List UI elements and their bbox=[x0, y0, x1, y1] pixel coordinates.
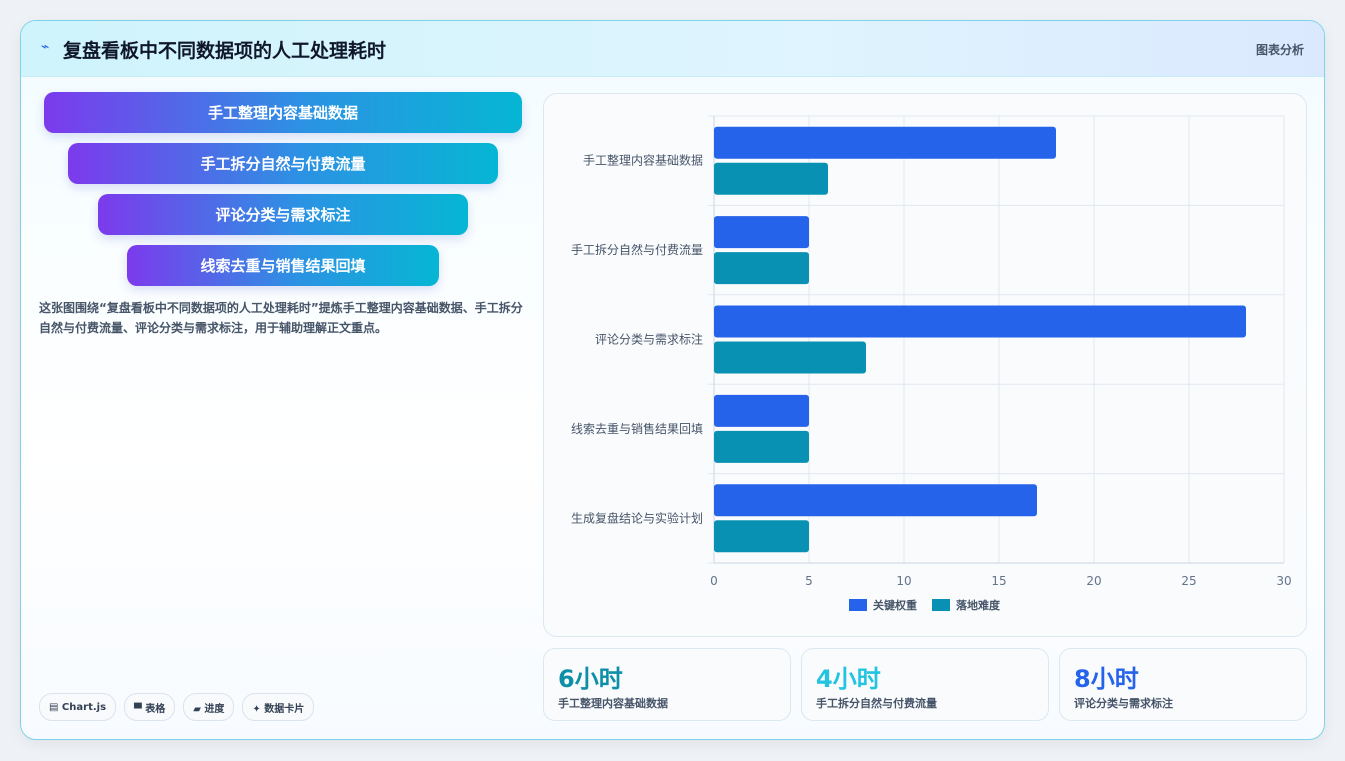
funnel-item-4: 线索去重与销售结果回填 bbox=[127, 245, 439, 286]
stat-card-1: 6小时 手工整理内容基础数据 bbox=[543, 648, 791, 721]
x-tick-label: 5 bbox=[805, 574, 813, 588]
feature-chips: ▤ Chart.js ▀ 表格 ▰ 进度 ✦ 数据卡片 bbox=[39, 693, 315, 721]
stat-value: 8小时 bbox=[1074, 665, 1139, 693]
y-tick-label: 评论分类与需求标注 bbox=[595, 332, 703, 347]
legend-swatch bbox=[932, 599, 950, 611]
stat-label: 评论分类与需求标注 bbox=[1074, 697, 1173, 710]
x-tick-label: 15 bbox=[991, 574, 1006, 588]
header: ⌁ 复盘看板中不同数据项的人工处理耗时 图表分析 bbox=[21, 21, 1324, 77]
x-tick-label: 10 bbox=[896, 574, 911, 588]
x-tick-label: 25 bbox=[1181, 574, 1196, 588]
bar-difficulty bbox=[714, 162, 828, 195]
line-chart-icon: ⌁ bbox=[41, 39, 50, 55]
bar-difficulty bbox=[714, 252, 809, 285]
legend-swatch bbox=[849, 599, 867, 611]
bar-weight bbox=[714, 394, 809, 427]
description-text: 这张图围绕“复盘看板中不同数据项的人工处理耗时”提炼手工整理内容基础数据、手工拆… bbox=[39, 301, 523, 335]
y-tick-label: 手工整理内容基础数据 bbox=[583, 153, 703, 168]
bar-chart: 0 5 10 15 20 25 30 手工整理内容基础数据手工拆分自然与付费流量评论分类与需求… bbox=[571, 115, 1292, 612]
chip-data-card[interactable]: ✦ 数据卡片 bbox=[242, 693, 315, 721]
y-tick-label: 线索去重与销售结果回填 bbox=[571, 421, 703, 436]
y-tick-label: 生成复盘结论与实验计划 bbox=[571, 510, 703, 525]
stat-card-2: 4小时 手工拆分自然与付费流量 bbox=[801, 648, 1049, 721]
bar-weight bbox=[714, 484, 1037, 517]
chart-analysis-tag: 图表分析 bbox=[1255, 43, 1304, 57]
stat-value: 6小时 bbox=[558, 665, 623, 693]
bar-difficulty bbox=[714, 341, 866, 374]
page-title: 复盘看板中不同数据项的人工处理耗时 bbox=[63, 40, 387, 62]
funnel-item-2: 手工拆分自然与付费流量 bbox=[68, 143, 498, 184]
stat-card-3: 8小时 评论分类与需求标注 bbox=[1059, 648, 1307, 721]
bar-difficulty bbox=[714, 520, 809, 553]
stat-label: 手工拆分自然与付费流量 bbox=[816, 697, 937, 710]
x-tick-label: 20 bbox=[1086, 574, 1101, 588]
stat-label: 手工整理内容基础数据 bbox=[558, 697, 668, 710]
bar-difficulty bbox=[714, 430, 809, 463]
bar-weight bbox=[714, 126, 1056, 159]
chip-progress[interactable]: ▰ 进度 bbox=[183, 693, 235, 721]
funnel-item-3: 评论分类与需求标注 bbox=[98, 194, 468, 235]
bar-weight bbox=[714, 305, 1246, 338]
chip-table[interactable]: ▀ 表格 bbox=[124, 693, 176, 721]
dashboard-card: ⌁ 复盘看板中不同数据项的人工处理耗时 图表分析 手工整理内容基础数据 手工拆分… bbox=[20, 20, 1325, 740]
x-tick-label: 30 bbox=[1276, 574, 1291, 588]
funnel-item-1: 手工整理内容基础数据 bbox=[44, 92, 522, 133]
chart-panel: 0 5 10 15 20 25 30 手工整理内容基础数据手工拆分自然与付费流量评论分类与需求… bbox=[543, 93, 1307, 637]
legend-label: 关键权重 bbox=[873, 598, 917, 612]
bar-weight bbox=[714, 216, 809, 249]
stat-value: 4小时 bbox=[816, 665, 881, 693]
y-tick-label: 手工拆分自然与付费流量 bbox=[571, 242, 703, 257]
chip-chart-js[interactable]: ▤ Chart.js bbox=[39, 693, 117, 721]
x-tick-label: 0 bbox=[710, 574, 718, 588]
legend-label: 落地难度 bbox=[956, 598, 1001, 612]
